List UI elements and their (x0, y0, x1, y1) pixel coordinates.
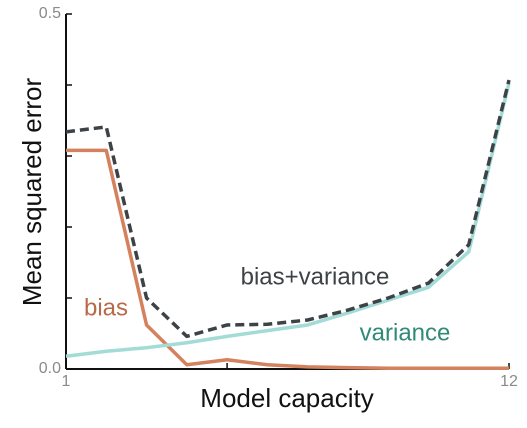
series-line (66, 148, 509, 371)
x-tick-label: 1 (62, 373, 71, 390)
series-label: bias+variance (241, 263, 390, 290)
x-tick-label: 12 (500, 373, 518, 390)
series-label: variance (360, 319, 451, 346)
y-tick-label: 0.5 (39, 5, 61, 22)
series-label: bias (84, 294, 128, 321)
series-line (65, 82, 511, 358)
series-line (65, 79, 511, 339)
y-tick-label: 0.0 (39, 360, 61, 377)
y-axis-title: Mean squared error (17, 77, 47, 306)
x-axis-title: Model capacity (200, 383, 373, 413)
